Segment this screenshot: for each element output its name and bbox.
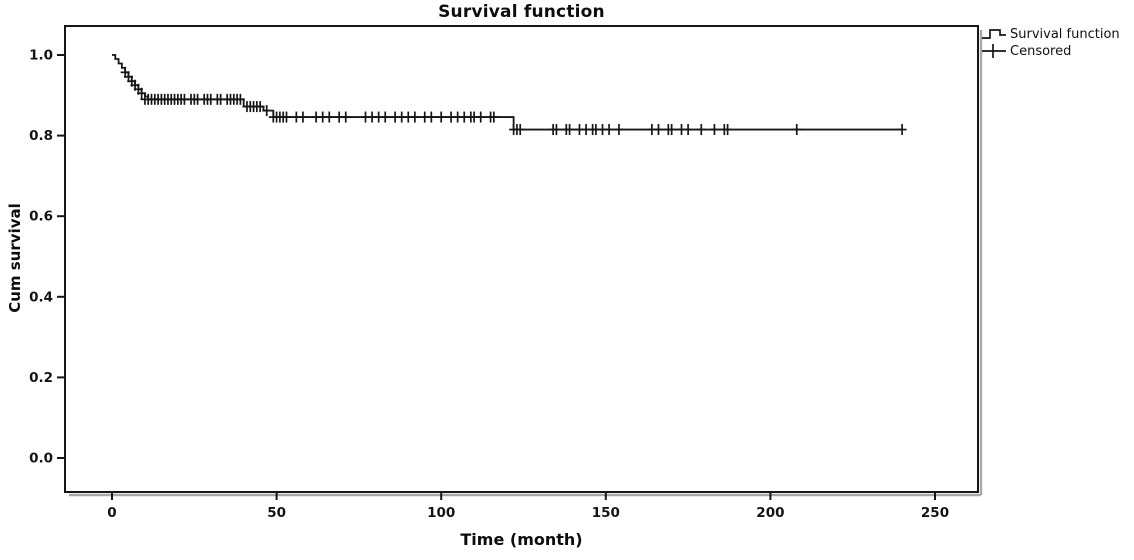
x-tick-label: 50 <box>267 505 286 521</box>
legend-item-censored: Censored <box>981 43 1120 59</box>
x-tick-label: 250 <box>921 505 949 521</box>
x-tick-label: 150 <box>592 505 620 521</box>
y-tick-label: 0.6 <box>29 209 53 225</box>
y-tick-label: 0.4 <box>29 289 53 305</box>
survival-step-line-icon <box>982 29 1006 39</box>
y-tick-label: 0.8 <box>29 128 53 144</box>
legend-item-survival: Survival function <box>981 26 1120 42</box>
legend-label-censored: Censored <box>1010 43 1072 59</box>
x-tick-label: 100 <box>427 505 455 521</box>
legend: Survival function Censored <box>981 26 1120 59</box>
y-tick-label: 1.0 <box>29 48 53 64</box>
y-tick-label: 0.2 <box>29 370 53 386</box>
x-tick-label: 200 <box>756 505 784 521</box>
y-tick-label: 0.0 <box>29 451 53 467</box>
plot-frame <box>64 25 979 493</box>
x-tick-label: 0 <box>107 505 116 521</box>
censored-plus-icon <box>982 44 1006 58</box>
survival-curve <box>112 54 903 131</box>
chart-title: Survival function <box>438 2 605 22</box>
legend-label-survival: Survival function <box>1010 26 1120 42</box>
x-axis-title: Time (month) <box>460 530 583 549</box>
